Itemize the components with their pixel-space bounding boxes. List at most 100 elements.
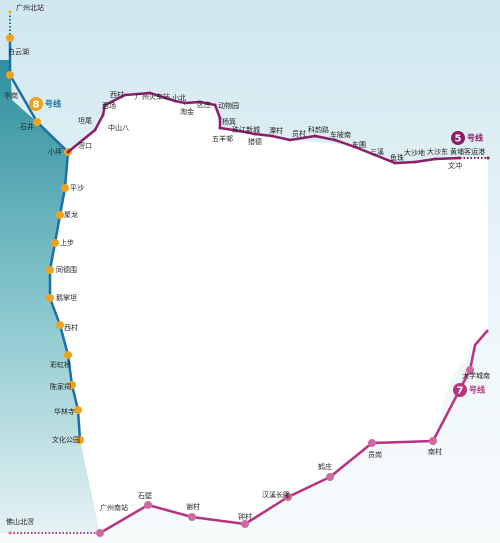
station-label: 大学城南: [462, 371, 490, 380]
station-label: 三溪: [370, 147, 384, 156]
station-label: 鹤庄: [318, 462, 332, 471]
station-label: 钟村: [238, 512, 252, 521]
station-label: 员岗: [368, 451, 382, 459]
station-label: 石井: [20, 122, 34, 131]
station-label: 广州火车站: [135, 92, 170, 101]
station-dot: [466, 366, 474, 374]
station-dot: [188, 513, 196, 521]
station-dot: [148, 91, 152, 95]
station-dot: [433, 157, 437, 161]
station-dot: [198, 100, 202, 104]
station-dot: [74, 406, 82, 414]
station-label: 区庄: [197, 100, 211, 109]
station-label: 大沙地: [404, 148, 425, 157]
station-dot: [270, 134, 274, 138]
station-label: 同德围: [56, 265, 77, 274]
station-dot: [486, 156, 490, 160]
station-dot: [68, 381, 76, 389]
metro-line: [8, 38, 82, 441]
station-label: 中山八: [108, 123, 129, 132]
station-label: 杨箕: [222, 117, 236, 126]
station-label: 聚龙: [64, 210, 78, 219]
station-label: 鹅掌坦: [56, 293, 77, 302]
station-dot: [284, 493, 292, 501]
station-label: 员村: [292, 129, 306, 138]
station-label: 谢村: [186, 502, 200, 511]
station-label: 车陂南: [330, 130, 351, 139]
station-dot: [326, 473, 334, 481]
station-dot: [8, 531, 12, 535]
station-dot: [64, 351, 72, 359]
station-label: 汉溪长隆: [262, 490, 290, 499]
station-dot: [123, 93, 127, 97]
line-badge: [451, 131, 465, 145]
station-dot: [173, 99, 177, 103]
station-label: 南村: [428, 447, 442, 456]
station-dot: [96, 529, 104, 537]
station-dot: [253, 132, 257, 136]
station-dot: [288, 138, 292, 142]
station-label: 文冲: [448, 161, 462, 170]
station-dot: [93, 128, 97, 132]
station-dot: [101, 113, 105, 117]
station-label: 潭村: [269, 126, 283, 135]
station-label: 小北: [172, 93, 186, 102]
station-dot: [213, 103, 217, 107]
station-label: 五羊邨: [212, 134, 233, 143]
line-label: 号线: [45, 99, 61, 109]
line-number: 5: [455, 134, 462, 145]
station-label: 白云湖: [8, 47, 29, 56]
metro-line: [67, 91, 461, 165]
station-label: 华林寺: [54, 407, 75, 416]
station-dot: [6, 34, 14, 42]
line-badge: [453, 383, 467, 397]
station-label: 珠江新城: [232, 125, 260, 134]
station-dot: [241, 520, 249, 528]
station-dot: [56, 321, 64, 329]
station-dot: [333, 138, 337, 142]
line-number: 7: [457, 386, 464, 397]
station-label: 石壁: [138, 491, 152, 500]
station-dot: [373, 153, 377, 157]
station-dot: [66, 150, 70, 154]
line-label: 号线: [467, 133, 483, 143]
station-dot: [413, 160, 417, 164]
land-area: [50, 93, 488, 533]
station-dot: [103, 103, 107, 107]
station-label: 彩虹桥: [50, 360, 71, 369]
station-dot: [6, 71, 14, 79]
station-dot: [368, 439, 376, 447]
station-dot: [313, 134, 317, 138]
station-label: 大沙东: [427, 147, 448, 156]
line-badge: [29, 97, 43, 111]
station-dot: [238, 129, 242, 133]
station-label: 西村: [64, 323, 78, 332]
station-label: 滘口: [78, 141, 92, 150]
station-dot: [61, 184, 69, 192]
station-label: 科韵路: [308, 125, 329, 134]
station-label: 西村: [110, 90, 124, 99]
station-label: 坦尾: [78, 116, 92, 125]
station-label: 上步: [60, 238, 74, 247]
station-dot: [218, 126, 222, 130]
station-label: 平沙: [70, 184, 84, 192]
station-label: 动物园: [218, 101, 239, 110]
station-label: 广州北站: [16, 3, 44, 12]
station-dot: [353, 145, 357, 149]
station-dot: [183, 101, 187, 105]
station-dot: [429, 437, 437, 445]
station-dot: [458, 156, 462, 160]
station-label: 小坪: [48, 147, 62, 156]
line-number: 8: [33, 100, 40, 111]
station-label: 黄埔客运港: [450, 147, 485, 156]
station-label: 佛山北滘: [6, 517, 34, 526]
station-label: 西场: [102, 101, 116, 110]
station-dot: [46, 294, 54, 302]
station-dot: [56, 211, 64, 219]
station-dot: [218, 116, 222, 120]
station-dot: [51, 239, 59, 247]
station-label: 广州南站: [100, 503, 128, 512]
station-dot: [46, 266, 54, 274]
